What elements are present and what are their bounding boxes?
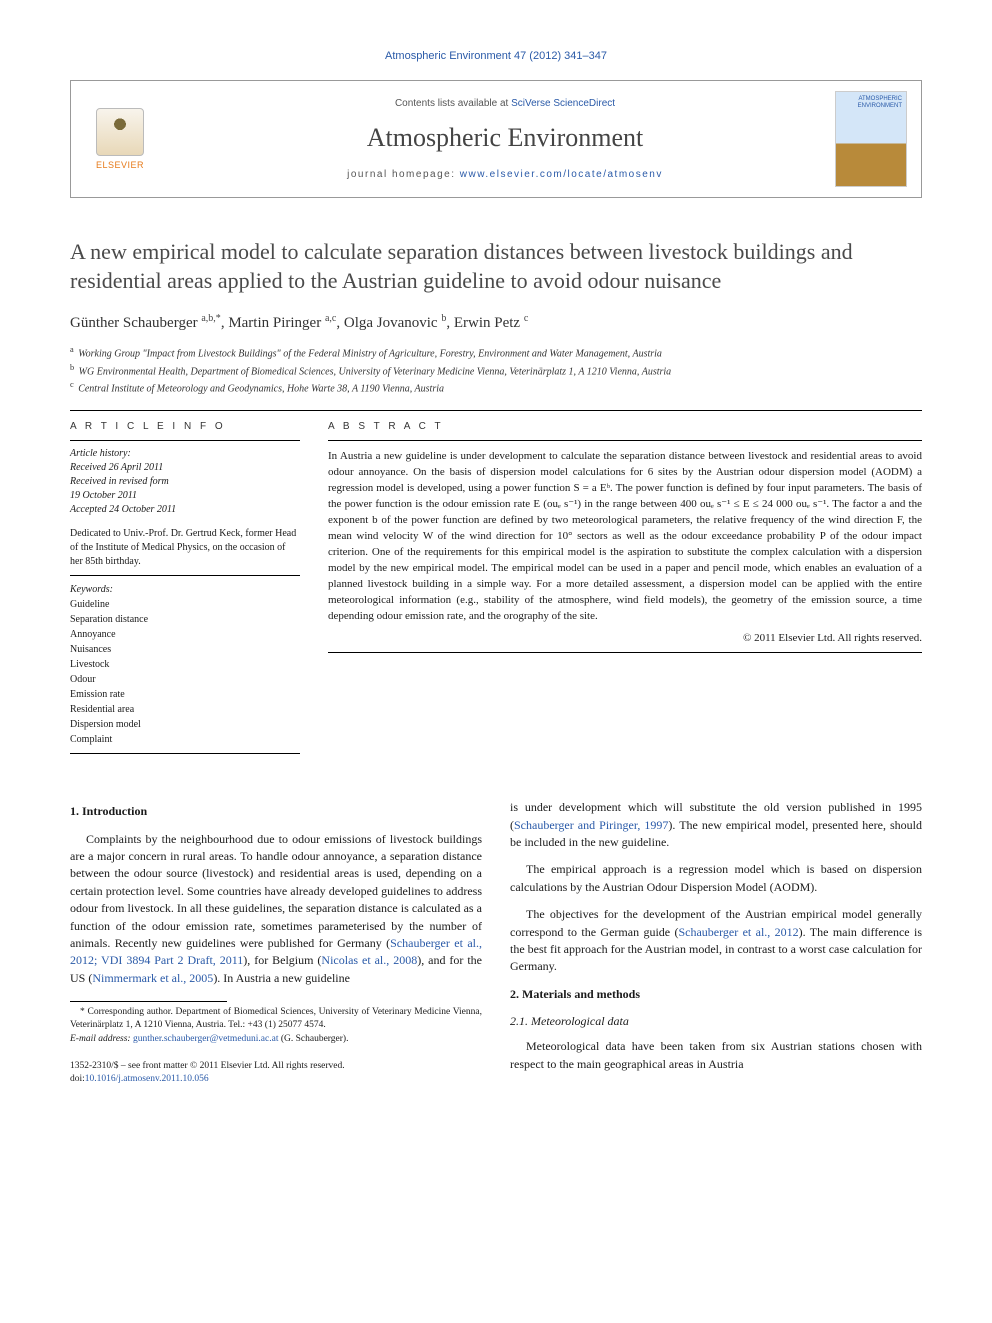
authors-line: Günther Schauberger a,b,*, Martin Piring… bbox=[70, 313, 922, 332]
homepage-prefix: journal homepage: bbox=[347, 169, 460, 180]
ref-nimmermark-2005[interactable]: Nimmermark et al., 2005 bbox=[92, 971, 213, 985]
article-history: Article history: Received 26 April 2011 … bbox=[70, 447, 300, 517]
publisher-label: ELSEVIER bbox=[96, 160, 144, 170]
footnote-email-link[interactable]: gunther.schauberger@vetmeduni.ac.at bbox=[133, 1034, 278, 1044]
keywords-block: Keywords: GuidelineSeparation distanceAn… bbox=[70, 582, 300, 747]
footnote-email-suffix: (G. Schauberger). bbox=[278, 1034, 348, 1044]
contents-available-line: Contents lists available at SciVerse Sci… bbox=[175, 98, 835, 109]
doi-label: doi: bbox=[70, 1074, 85, 1084]
homepage-link[interactable]: www.elsevier.com/locate/atmosenv bbox=[460, 169, 663, 180]
body-columns: 1. Introduction Complaints by the neighb… bbox=[70, 799, 922, 1086]
section-2-1-heading: 2.1. Meteorological data bbox=[510, 1013, 922, 1030]
elsevier-logo: ELSEVIER bbox=[85, 99, 155, 179]
intro-p1-b: ), for Belgium ( bbox=[243, 953, 321, 967]
ref-schauberger-2012b[interactable]: Schauberger et al., 2012 bbox=[678, 925, 798, 939]
dedication: Dedicated to Univ.-Prof. Dr. Gertrud Kec… bbox=[70, 527, 300, 569]
article-info-heading: A R T I C L E I N F O bbox=[70, 421, 300, 432]
history-label: Article history: bbox=[70, 448, 131, 459]
contents-prefix: Contents lists available at bbox=[395, 98, 511, 109]
ref-nicolas-2008[interactable]: Nicolas et al., 2008 bbox=[321, 953, 417, 967]
keywords-label: Keywords: bbox=[70, 582, 300, 597]
intro-p2: The empirical approach is a regression m… bbox=[510, 861, 922, 896]
citation-line: Atmospheric Environment 47 (2012) 341–34… bbox=[70, 50, 922, 62]
footer-block: 1352-2310/$ – see front matter © 2011 El… bbox=[70, 1060, 482, 1087]
elsevier-tree-icon bbox=[96, 108, 144, 156]
rule-1 bbox=[70, 410, 922, 411]
intro-p3: The objectives for the development of th… bbox=[510, 906, 922, 976]
revised-date: 19 October 2011 bbox=[70, 490, 137, 501]
section-1-heading: 1. Introduction bbox=[70, 803, 482, 820]
revised-label: Received in revised form bbox=[70, 476, 169, 487]
corresponding-author-footnote: * Corresponding author. Department of Bi… bbox=[70, 1006, 482, 1046]
affiliations-block: a Working Group "Impact from Livestock B… bbox=[70, 344, 922, 396]
abstract-column: A B S T R A C T In Austria a new guideli… bbox=[328, 421, 922, 760]
intro-p1-d: ). In Austria a new guideline bbox=[213, 971, 350, 985]
cover-label-1: ATMOSPHERIC bbox=[858, 96, 902, 102]
footnote-separator bbox=[70, 1001, 227, 1002]
abstract-heading: A B S T R A C T bbox=[328, 421, 922, 432]
footnote-corr-text: * Corresponding author. Department of Bi… bbox=[70, 1007, 482, 1030]
cover-label-2: ENVIRONMENT bbox=[858, 103, 902, 109]
ref-schauberger-1997[interactable]: Schauberger and Piringer, 1997 bbox=[514, 818, 668, 832]
section-2-heading: 2. Materials and methods bbox=[510, 986, 922, 1003]
s21-p1: Meteorological data have been taken from… bbox=[510, 1038, 922, 1073]
footnote-email-label: E-mail address: bbox=[70, 1034, 133, 1044]
abstract-text: In Austria a new guideline is under deve… bbox=[328, 449, 922, 624]
abstract-copyright: © 2011 Elsevier Ltd. All rights reserved… bbox=[328, 632, 922, 644]
intro-p1-cont: is under development which will substitu… bbox=[510, 799, 922, 851]
received-date: Received 26 April 2011 bbox=[70, 462, 163, 473]
article-title: A new empirical model to calculate separ… bbox=[70, 238, 922, 295]
homepage-line: journal homepage: www.elsevier.com/locat… bbox=[175, 169, 835, 180]
accepted-date: Accepted 24 October 2011 bbox=[70, 504, 176, 515]
intro-p1-a: Complaints by the neighbourhood due to o… bbox=[70, 832, 482, 950]
journal-name: Atmospheric Environment bbox=[175, 123, 835, 153]
keywords-list: GuidelineSeparation distanceAnnoyanceNui… bbox=[70, 599, 148, 745]
doi-link[interactable]: 10.1016/j.atmosenv.2011.10.056 bbox=[85, 1074, 209, 1084]
journal-cover-thumb: ATMOSPHERICENVIRONMENT bbox=[835, 91, 907, 187]
front-matter-line: 1352-2310/$ – see front matter © 2011 El… bbox=[70, 1061, 345, 1071]
intro-p1: Complaints by the neighbourhood due to o… bbox=[70, 831, 482, 988]
sciverse-link[interactable]: SciVerse ScienceDirect bbox=[511, 98, 615, 109]
article-info-column: A R T I C L E I N F O Article history: R… bbox=[70, 421, 300, 760]
journal-header-box: ELSEVIER Contents lists available at Sci… bbox=[70, 80, 922, 198]
